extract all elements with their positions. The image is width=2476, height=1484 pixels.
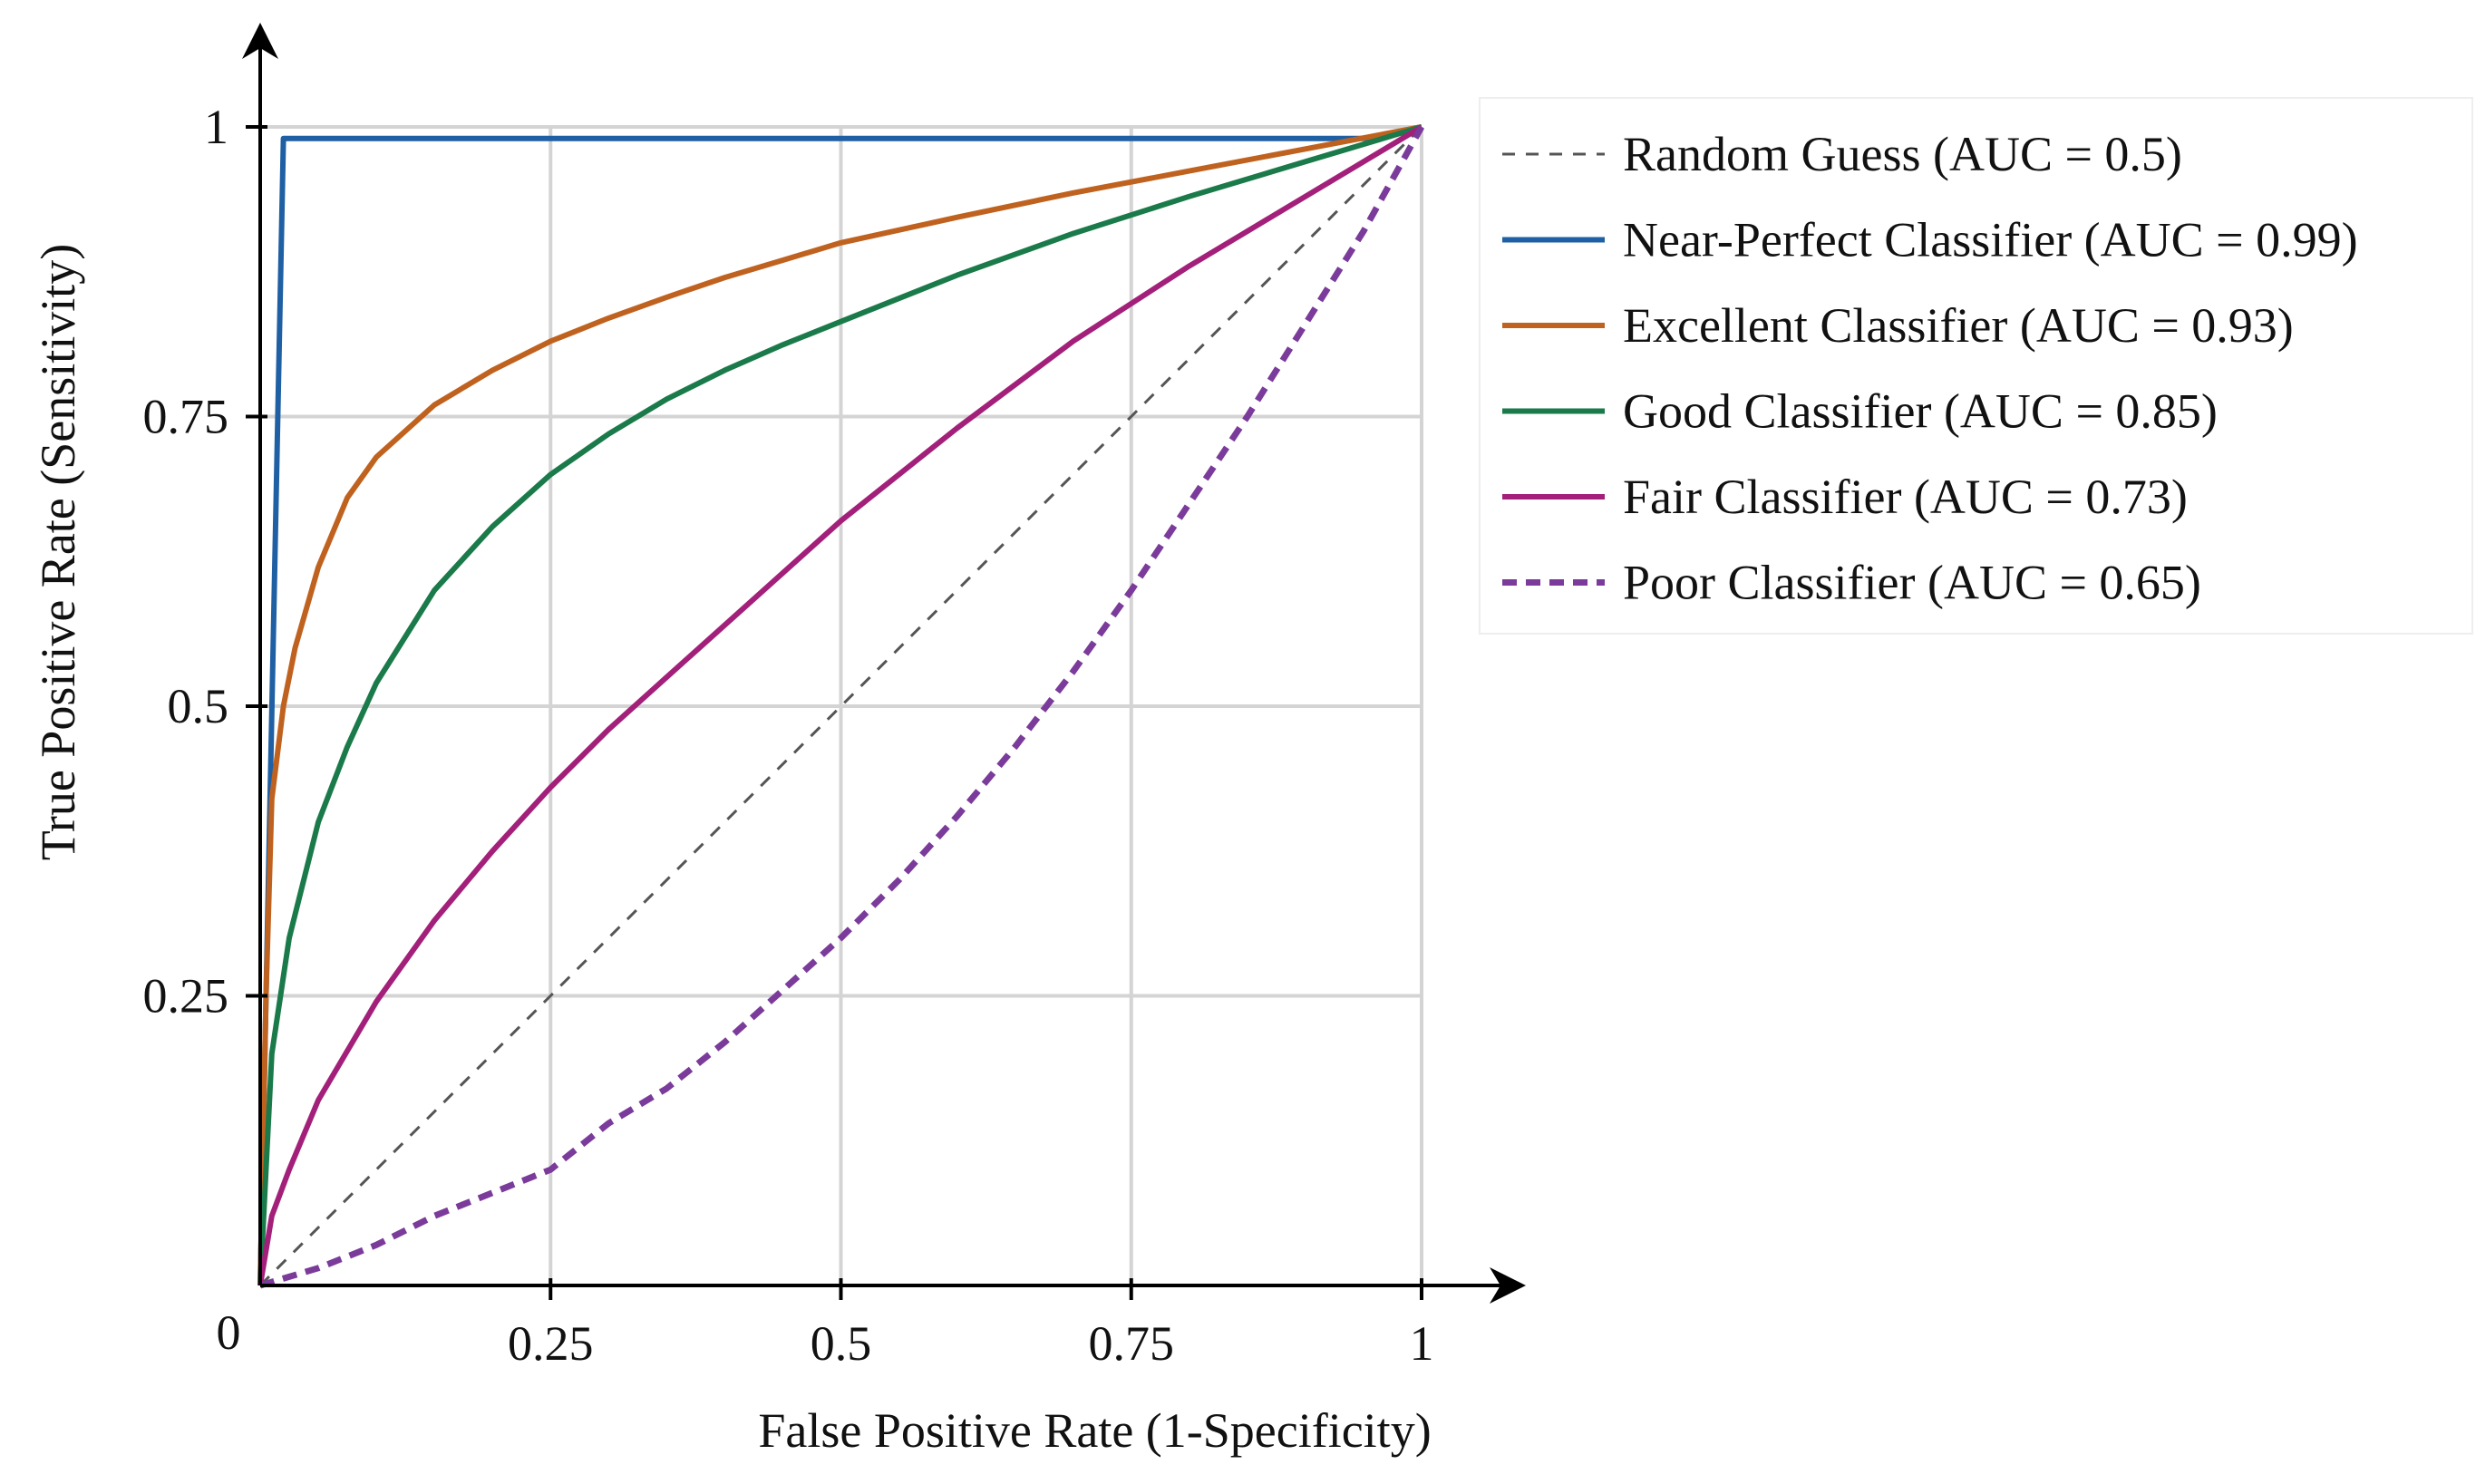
legend-item: Good Classifier (AUC = 0.85) — [1502, 384, 2218, 439]
legend-label-5: Poor Classifier (AUC = 0.65) — [1623, 556, 2201, 610]
legend-item: Poor Classifier (AUC = 0.65) — [1502, 556, 2201, 610]
y-tick-label-2: 0.75 — [143, 390, 229, 444]
axes — [242, 23, 1526, 1304]
y-tick-label-1: 0.5 — [168, 679, 229, 733]
axis-ticks: 0.25 0.5 0.75 1 0.25 0.5 0.75 1 — [143, 100, 1434, 1371]
x-tick-label-0: 0.25 — [508, 1316, 594, 1371]
y-axis-label: True Positive Rate (Sensitivity) — [31, 244, 85, 861]
series-line-5 — [258, 125, 1425, 1289]
legend-label-4: Fair Classifier (AUC = 0.73) — [1623, 470, 2188, 524]
series-line-3 — [257, 124, 1422, 1286]
grid-lines — [260, 125, 1423, 1285]
legend-label-2: Excellent Classifier (AUC = 0.93) — [1623, 298, 2294, 353]
y-tick-label-3: 1 — [204, 100, 228, 154]
origin-label: 0 — [217, 1305, 241, 1360]
legend-label-3: Good Classifier (AUC = 0.85) — [1623, 384, 2218, 439]
legend-item: Random Guess (AUC = 0.5) — [1502, 127, 2182, 181]
x-tick-label-1: 0.5 — [811, 1316, 872, 1371]
y-tick-label-0: 0.25 — [143, 969, 229, 1023]
x-tick-label-2: 0.75 — [1089, 1316, 1175, 1371]
series-lines — [257, 124, 1425, 1289]
series-line-2 — [257, 124, 1422, 1286]
x-tick-label-3: 1 — [1410, 1316, 1434, 1371]
legend-item: Excellent Classifier (AUC = 0.93) — [1502, 298, 2294, 353]
legend-label-0: Random Guess (AUC = 0.5) — [1623, 127, 2182, 181]
series-line-4 — [257, 124, 1423, 1286]
legend-box — [1479, 97, 2473, 635]
legend-item: Near-Perfect Classifier (AUC = 0.99) — [1502, 213, 2358, 267]
legend-item: Fair Classifier (AUC = 0.73) — [1502, 470, 2188, 524]
legend: Random Guess (AUC = 0.5) Near-Perfect Cla… — [1479, 97, 2473, 635]
legend-label-1: Near-Perfect Classifier (AUC = 0.99) — [1623, 213, 2358, 267]
x-axis-label: False Positive Rate (1-Specificity) — [758, 1403, 1431, 1458]
